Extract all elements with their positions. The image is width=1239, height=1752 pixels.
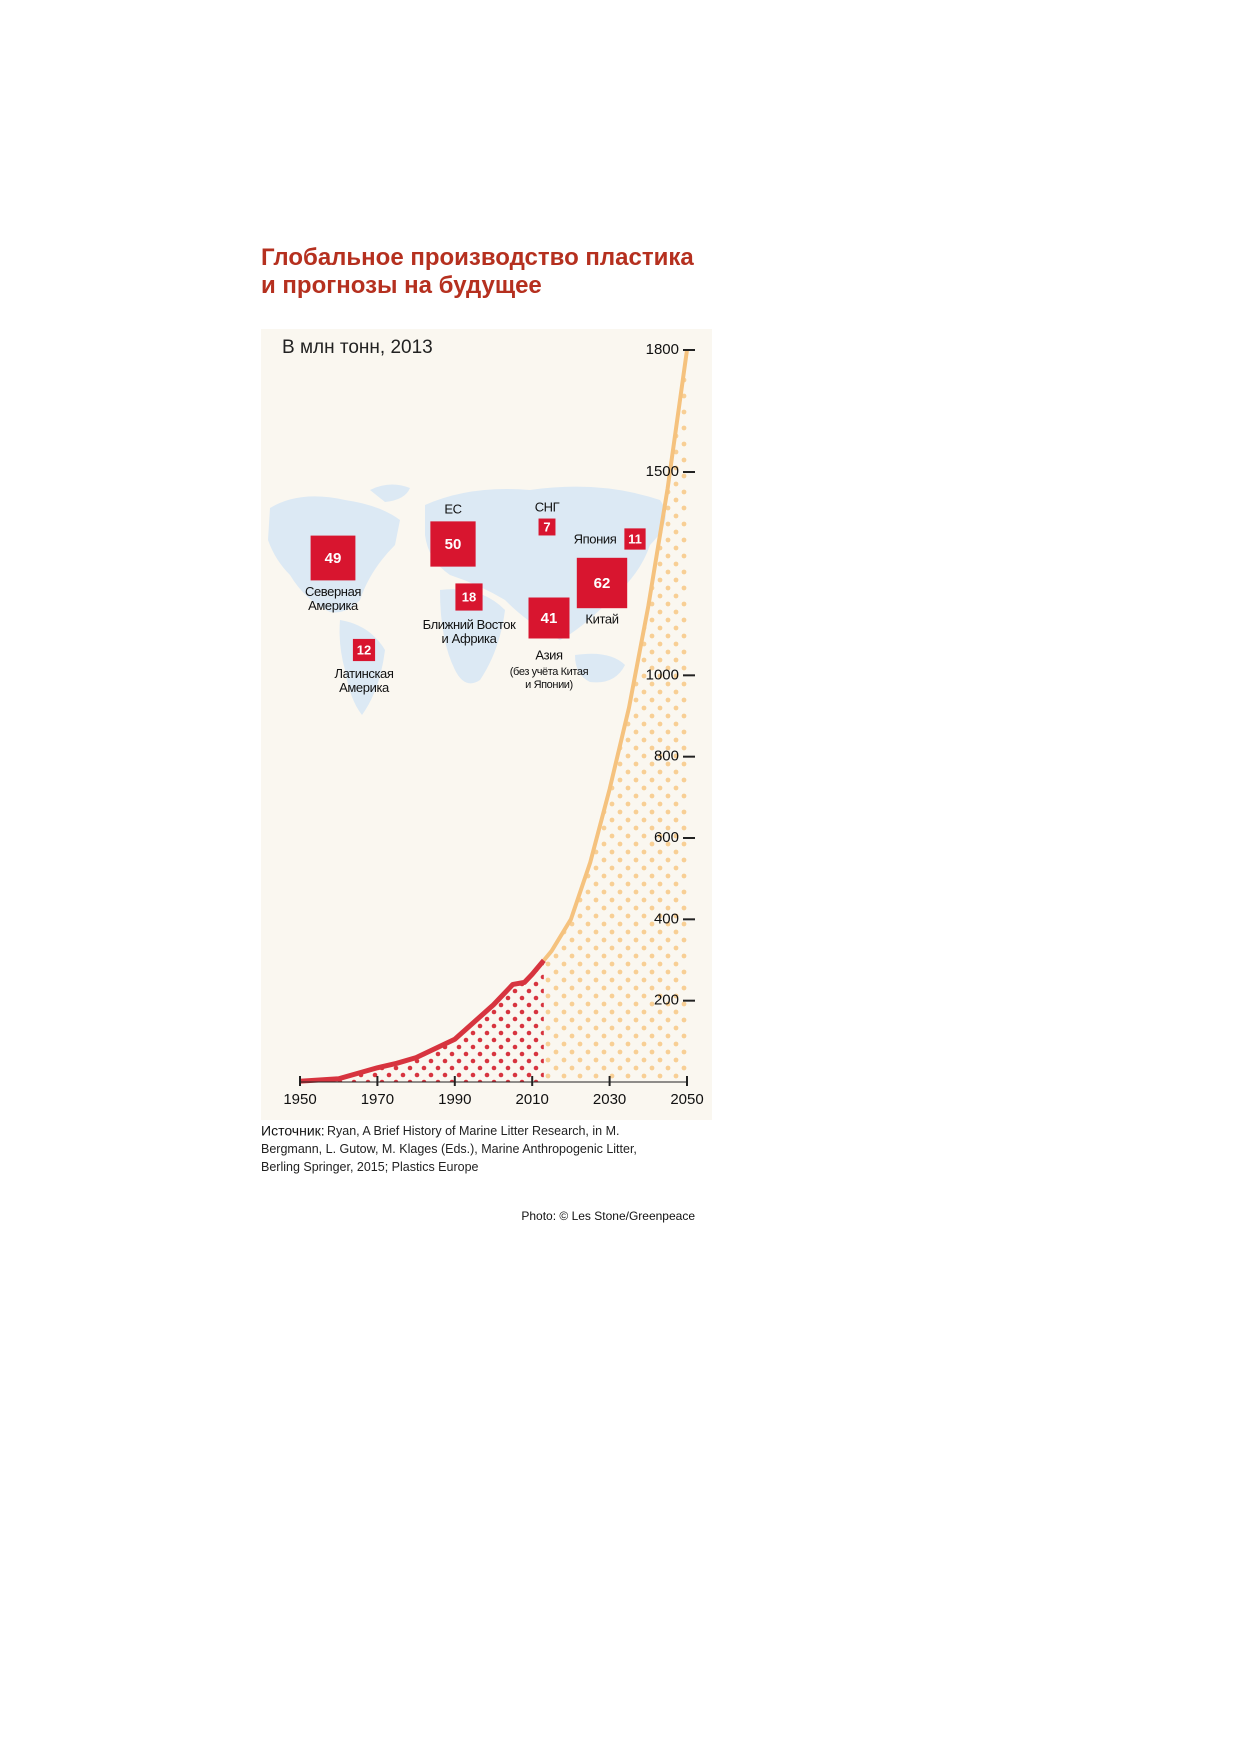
region-value: 18 bbox=[462, 589, 476, 604]
y-tick-label: 600 bbox=[654, 829, 679, 846]
region-label: Япония bbox=[574, 531, 617, 546]
region-box bbox=[528, 597, 570, 639]
x-tick-label: 2050 bbox=[670, 1091, 703, 1108]
region-value: 11 bbox=[628, 531, 642, 546]
region-label: ЕС bbox=[444, 501, 461, 516]
x-tick-label: 1970 bbox=[361, 1091, 394, 1108]
region-label: Ближний Восток и Африка bbox=[423, 617, 516, 646]
region-label: Китай bbox=[585, 611, 618, 626]
y-tick-label: 1500 bbox=[646, 463, 679, 480]
x-tick-label: 1990 bbox=[438, 1091, 471, 1108]
y-tick-label: 1000 bbox=[646, 666, 679, 683]
x-tick-label: 2010 bbox=[516, 1091, 549, 1108]
region-box bbox=[352, 638, 376, 662]
region-box bbox=[538, 518, 556, 536]
y-tick-label: 1800 bbox=[646, 341, 679, 358]
line bbox=[299, 958, 546, 1084]
line bbox=[542, 349, 689, 962]
y-tick-label: 400 bbox=[654, 910, 679, 927]
region-value: 49 bbox=[325, 550, 342, 567]
region-value: 50 bbox=[445, 536, 462, 553]
region-box bbox=[576, 557, 628, 609]
photo-credit: Photo: © Les Stone/Greenpeace bbox=[521, 1209, 695, 1223]
chart-title: Глобальное производство пластика и прогно… bbox=[261, 244, 694, 299]
region-label: Латинская Америка bbox=[334, 666, 393, 695]
source-text: Ryan, A Brief History of Marine Litter R… bbox=[261, 1124, 637, 1174]
y-tick-label: 800 bbox=[654, 748, 679, 765]
region-value: 12 bbox=[357, 642, 371, 657]
area-fill bbox=[300, 960, 544, 1082]
x-tick-label: 1950 bbox=[283, 1091, 316, 1108]
region-note: (без учёта Китая и Японии) bbox=[510, 666, 589, 691]
region-box bbox=[455, 583, 483, 611]
region-label: Северная Америка bbox=[305, 584, 361, 613]
source-label: Источник: bbox=[261, 1123, 325, 1139]
region-value: 41 bbox=[541, 610, 558, 627]
region-label: Азия bbox=[535, 647, 563, 662]
region-box bbox=[310, 535, 356, 581]
region-box bbox=[624, 528, 646, 550]
region-value: 7 bbox=[543, 519, 550, 534]
y-tick-label: 200 bbox=[654, 992, 679, 1009]
x-tick-label: 2030 bbox=[593, 1091, 626, 1108]
region-value: 62 bbox=[594, 575, 611, 592]
region-label: СНГ bbox=[535, 499, 560, 514]
region-box bbox=[430, 521, 476, 567]
subtitle: В млн тонн, 2013 bbox=[282, 337, 433, 358]
